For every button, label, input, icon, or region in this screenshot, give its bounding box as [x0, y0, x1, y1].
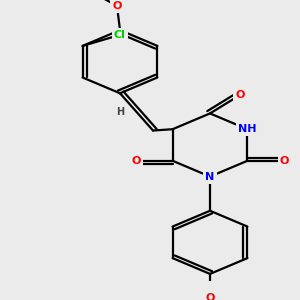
Text: O: O	[205, 293, 215, 300]
Text: N: N	[206, 172, 214, 182]
Text: O: O	[132, 156, 141, 166]
Text: Cl: Cl	[114, 30, 126, 40]
Text: NH: NH	[238, 124, 257, 134]
Text: H: H	[116, 107, 124, 117]
Text: O: O	[112, 1, 122, 11]
Text: O: O	[280, 156, 289, 166]
Text: O: O	[235, 90, 245, 100]
